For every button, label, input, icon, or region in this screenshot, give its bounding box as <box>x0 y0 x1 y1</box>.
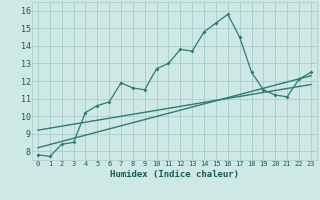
X-axis label: Humidex (Indice chaleur): Humidex (Indice chaleur) <box>110 170 239 179</box>
